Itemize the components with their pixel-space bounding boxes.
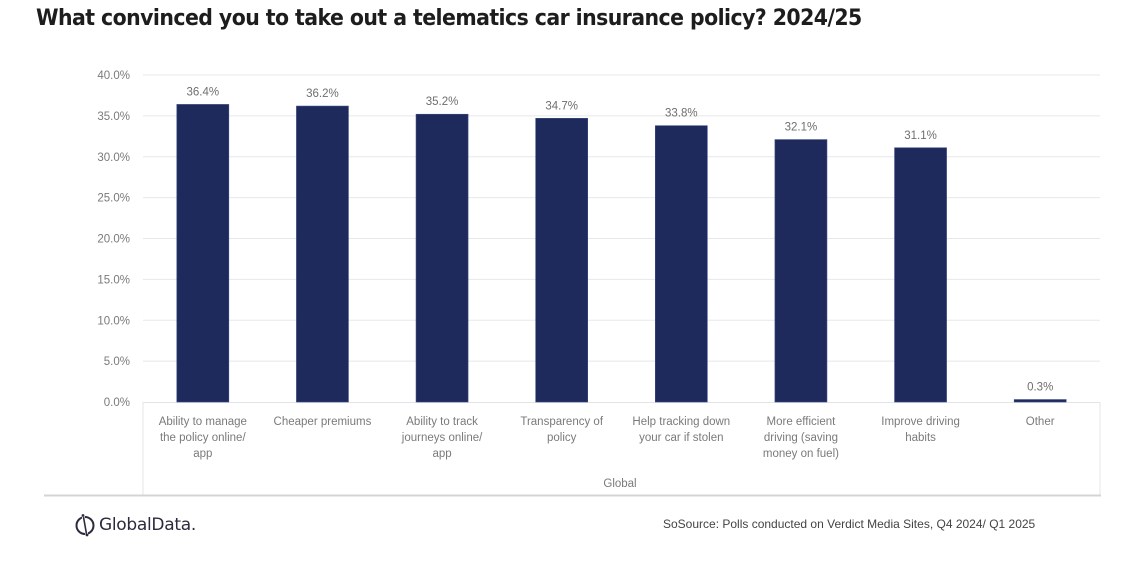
category-label-line: Ability to track bbox=[406, 416, 478, 428]
y-tick-label: 0.0% bbox=[104, 397, 130, 409]
category-labels: Ability to manage the policy online/app Ch… bbox=[159, 416, 1055, 460]
bar bbox=[774, 139, 828, 403]
category-label-line: Ability to manage bbox=[159, 416, 247, 428]
data-label: 36.4% bbox=[187, 86, 220, 98]
bar bbox=[535, 118, 588, 403]
data-labels: 36.4% 36.2% 35.2% 34.7% 33.8% 32.1% 31.1% 0.3% bbox=[187, 86, 1054, 393]
category-label-line: app bbox=[432, 448, 451, 460]
category-label-line: Cheaper premiums bbox=[274, 416, 372, 428]
data-label: 34.7% bbox=[545, 100, 578, 112]
y-tick-label: 40.0% bbox=[97, 70, 130, 82]
category-label-line: the policy online/ bbox=[160, 432, 246, 444]
data-label: 32.1% bbox=[785, 122, 818, 134]
y-axis-ticks: 0.0% 5.0% 10.0% 15.0% 20.0% 25.0% 30.0% 35.0% 40… bbox=[97, 70, 130, 409]
category-label-line: Help tracking down bbox=[632, 416, 730, 428]
category-label-line: habits bbox=[905, 432, 936, 444]
category-label-line: More efficient bbox=[767, 416, 837, 428]
category-label: Help tracking down your car if stolen bbox=[632, 416, 730, 444]
x-axis-label: Global bbox=[603, 478, 636, 490]
data-label: 33.8% bbox=[665, 108, 698, 120]
bar bbox=[296, 105, 349, 403]
logo-text: GlobalData. bbox=[99, 515, 196, 535]
category-label-line: your car if stolen bbox=[639, 432, 723, 444]
category-label: More efficient driving (saving money on fu… bbox=[763, 416, 839, 460]
category-label: Ability to manage the policy online/app bbox=[159, 416, 247, 460]
category-label: Improve driving habits bbox=[881, 416, 960, 444]
bars bbox=[176, 104, 1067, 403]
category-label: Ability to track journeys online/app bbox=[401, 416, 483, 460]
chart-title: What convinced you to take out a telemat… bbox=[36, 6, 862, 31]
data-label: 35.2% bbox=[426, 96, 459, 108]
data-label: 36.2% bbox=[306, 88, 339, 100]
bar bbox=[655, 125, 708, 403]
bar bbox=[176, 104, 230, 403]
bar bbox=[415, 113, 469, 403]
y-tick-label: 10.0% bbox=[97, 315, 130, 327]
data-label: 31.1% bbox=[904, 130, 937, 142]
category-label-line: app bbox=[193, 448, 212, 460]
category-label: Transparency of policy bbox=[520, 416, 603, 444]
y-tick-label: 35.0% bbox=[97, 111, 130, 123]
source-note: SoSource: Polls conducted on Verdict Med… bbox=[663, 517, 1036, 531]
category-label-line: money on fuel) bbox=[763, 448, 839, 460]
category-axis-box bbox=[44, 402, 1101, 497]
globaldata-logo-icon bbox=[75, 514, 95, 537]
category-label-line: Transparency of bbox=[520, 416, 603, 428]
y-tick-label: 15.0% bbox=[97, 274, 130, 286]
y-tick-label: 5.0% bbox=[104, 356, 130, 368]
category-label: Other bbox=[1026, 416, 1055, 428]
category-label-line: Improve driving bbox=[881, 416, 960, 428]
bar bbox=[1013, 399, 1067, 403]
category-label-line: Other bbox=[1026, 416, 1055, 428]
category-label-line: driving (saving bbox=[764, 432, 838, 444]
category-label: Cheaper premiums bbox=[274, 416, 372, 428]
category-label-line: journeys online/ bbox=[401, 432, 483, 444]
y-tick-label: 20.0% bbox=[97, 234, 130, 246]
y-tick-label: 30.0% bbox=[97, 152, 130, 164]
data-label: 0.3% bbox=[1027, 382, 1053, 394]
globaldata-logo: GlobalData. bbox=[74, 513, 196, 537]
y-tick-label: 25.0% bbox=[97, 193, 130, 205]
gridlines bbox=[143, 74, 1100, 362]
bar bbox=[894, 147, 947, 403]
category-label-line: policy bbox=[547, 432, 577, 444]
